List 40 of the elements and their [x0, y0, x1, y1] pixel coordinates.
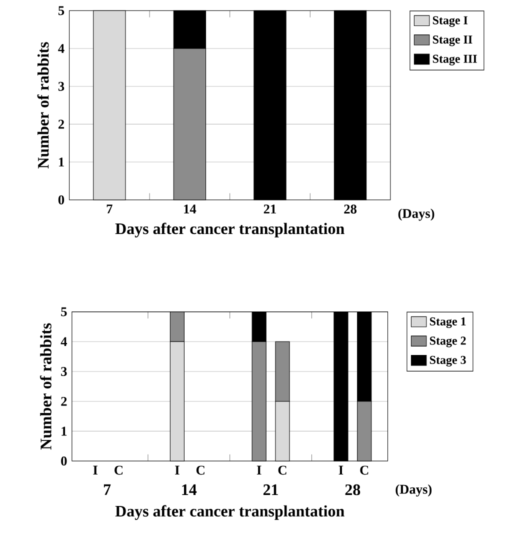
x-tick-label: 28 [344, 204, 357, 214]
legend-label: Stage II [433, 36, 472, 46]
x-tick-label: C [196, 466, 205, 475]
x-tick-label: I [257, 466, 262, 474]
y-axis-title: Number of rabbits [40, 323, 52, 450]
legend-label: Stage 1 [430, 317, 466, 328]
x-tick-label: 7 [107, 204, 113, 214]
x-tick-label: C [360, 466, 368, 475]
x-tick-label: 14 [184, 204, 196, 214]
text: 21 [264, 484, 278, 495]
legend-label: Stage 2 [430, 336, 466, 348]
y-tick-label: 0 [58, 195, 64, 204]
legend-label: Stage I [433, 16, 468, 27]
y-axis-title: Number of rabbits [37, 42, 49, 168]
x-tick-label: C [114, 466, 123, 475]
x-tick-label: 21 [264, 204, 276, 214]
x-axis-title: Days after cancer transplantation [115, 505, 345, 520]
y-tick-label: 0 [61, 456, 67, 466]
x-tick-label: I [175, 466, 180, 474]
text: (Days) [398, 208, 434, 221]
legend-label: Stage III [433, 54, 478, 66]
y-tick-label: 1 [59, 158, 64, 166]
text: 7 [104, 484, 111, 495]
y-tick-label: 2 [58, 120, 64, 129]
x-tick-label: I [338, 466, 344, 474]
y-tick-label: 3 [61, 367, 67, 376]
text: 14 [182, 484, 197, 495]
x-tick-label: C [278, 466, 286, 475]
x-axis-title: Days after cancer transplantation [115, 222, 345, 238]
text: (Days) [396, 484, 432, 497]
text: 28 [345, 484, 360, 496]
y-tick-label: 4 [58, 44, 64, 53]
y-tick-label: 1 [62, 426, 67, 436]
y-tick-label: 5 [58, 6, 64, 16]
legend-label: Stage 3 [430, 356, 466, 367]
x-tick-label: I [93, 466, 98, 474]
y-tick-label: 3 [58, 82, 64, 91]
y-tick-label: 4 [60, 337, 68, 346]
y-tick-label: 2 [61, 396, 67, 406]
y-tick-label: 5 [61, 307, 67, 316]
